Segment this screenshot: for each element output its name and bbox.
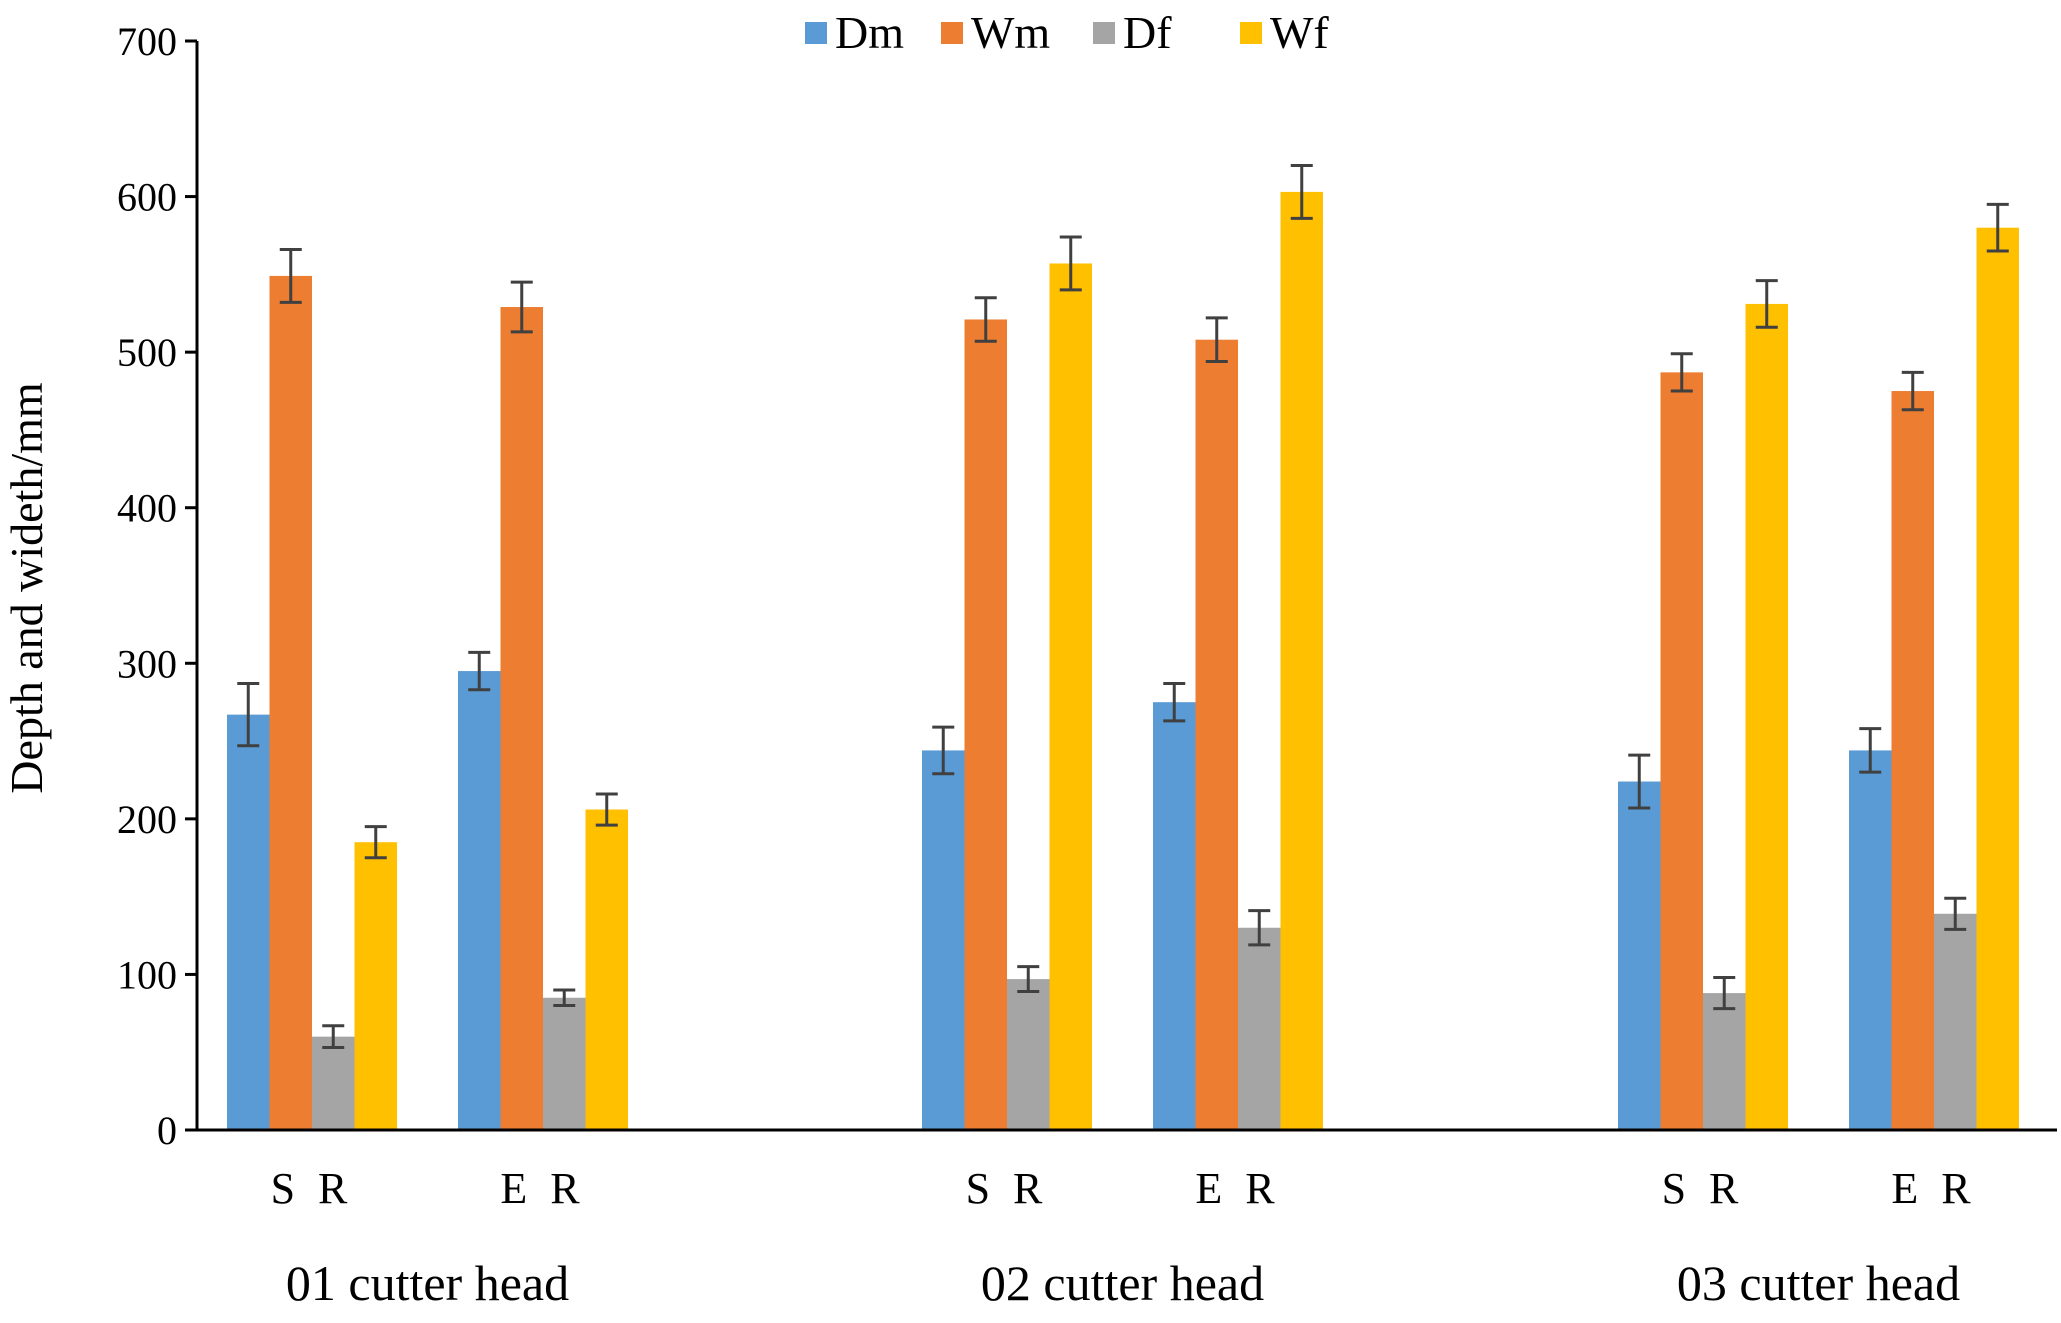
legend-swatch-dm	[805, 22, 827, 44]
category-label: E R	[1891, 1164, 1976, 1213]
legend-swatch-wf	[1240, 22, 1262, 44]
bar-dm-3	[922, 750, 965, 1130]
bar-df-6	[1934, 913, 1977, 1130]
y-tick-label: 500	[117, 330, 177, 375]
bar-wm-6	[1891, 391, 1934, 1130]
bar-wf-5	[1745, 303, 1788, 1130]
bar-dm-6	[1849, 750, 1892, 1130]
category-label: S R	[1662, 1164, 1745, 1213]
category-label: S R	[966, 1164, 1049, 1213]
legend-label-df: Df	[1123, 7, 1172, 58]
bar-wm-4	[1195, 339, 1238, 1130]
bar-dm-1	[227, 714, 270, 1130]
legend-label-dm: Dm	[835, 7, 904, 58]
category-label: S R	[271, 1164, 354, 1213]
bar-wf-4	[1280, 191, 1323, 1130]
bar-dm-4	[1153, 702, 1196, 1130]
y-tick-label: 200	[117, 797, 177, 842]
bar-wm-1	[269, 275, 312, 1131]
y-tick-label: 700	[117, 19, 177, 64]
bar-wf-6	[1976, 227, 2019, 1130]
x-axis: S R E R 01 cutter head S R E R 02 cutter head…	[197, 1128, 2057, 1311]
y-tick-label: 0	[157, 1108, 177, 1153]
y-tick-label: 100	[117, 952, 177, 997]
bar-df-1	[312, 1036, 355, 1130]
y-axis: 0 100 200 300 400 500 600 700	[117, 19, 199, 1153]
bar-df-5	[1703, 993, 1746, 1130]
category-label: E R	[1195, 1164, 1280, 1213]
y-axis-title: Depth and wideth/mm	[1, 382, 52, 794]
legend: Dm Wm Df Wf	[805, 7, 1329, 58]
legend-swatch-df	[1093, 22, 1115, 44]
legend-label-wm: Wm	[971, 7, 1050, 58]
bar-wm-3	[964, 319, 1007, 1130]
y-tick-label: 600	[117, 175, 177, 220]
bar-wf-2	[585, 809, 628, 1130]
bar-wm-5	[1660, 372, 1703, 1130]
group-label: 01 cutter head	[286, 1255, 569, 1311]
y-tick-label: 300	[117, 641, 177, 686]
bar-dm-2	[458, 671, 501, 1130]
bar-wf-3	[1049, 263, 1092, 1130]
group-label: 02 cutter head	[981, 1255, 1264, 1311]
bar-df-2	[543, 997, 586, 1130]
error-bars	[237, 163, 2009, 1050]
bars	[227, 191, 2019, 1131]
bar-dm-5	[1618, 781, 1661, 1130]
bar-wf-1	[354, 842, 397, 1130]
legend-label-wf: Wf	[1270, 7, 1329, 58]
bar-wm-2	[500, 307, 543, 1131]
bar-df-3	[1007, 979, 1050, 1130]
legend-swatch-wm	[941, 22, 963, 44]
y-tick-label: 400	[117, 486, 177, 531]
category-label: E R	[500, 1164, 585, 1213]
bar-df-4	[1238, 927, 1281, 1130]
group-label: 03 cutter head	[1677, 1255, 1960, 1311]
